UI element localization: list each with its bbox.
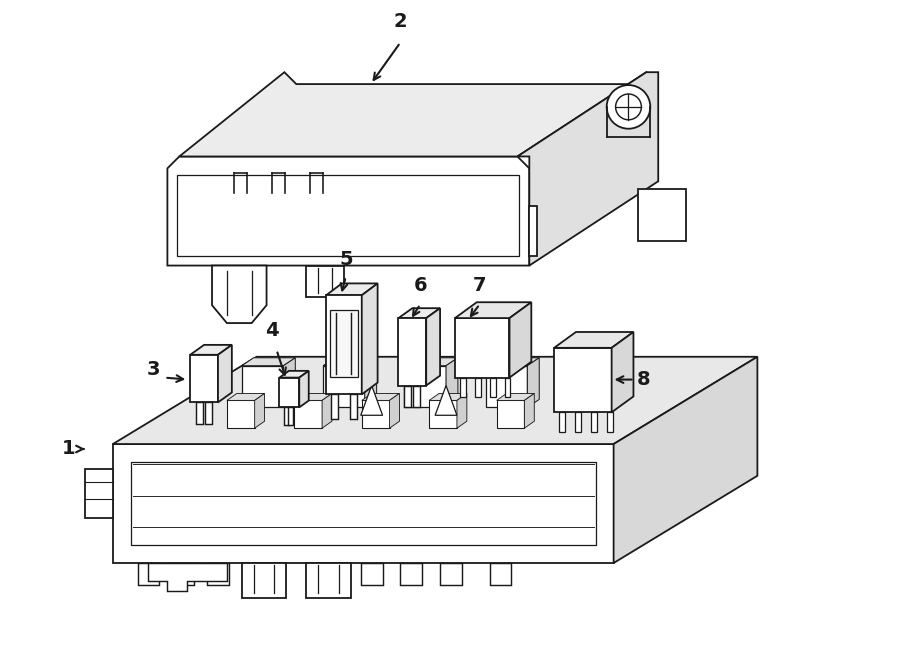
Polygon shape	[326, 284, 378, 295]
Text: 7: 7	[473, 276, 487, 295]
Polygon shape	[322, 393, 332, 428]
Polygon shape	[350, 395, 356, 419]
Polygon shape	[554, 348, 612, 412]
Polygon shape	[306, 563, 351, 598]
Polygon shape	[518, 72, 658, 266]
Polygon shape	[446, 358, 458, 407]
Polygon shape	[242, 358, 295, 366]
Polygon shape	[429, 393, 467, 401]
Polygon shape	[138, 563, 159, 585]
Polygon shape	[362, 401, 390, 428]
Polygon shape	[429, 401, 457, 428]
Polygon shape	[306, 266, 344, 297]
Polygon shape	[440, 563, 462, 585]
Polygon shape	[361, 563, 382, 585]
Polygon shape	[575, 412, 580, 432]
Polygon shape	[404, 385, 411, 407]
Polygon shape	[331, 395, 338, 419]
Polygon shape	[490, 563, 511, 585]
Polygon shape	[455, 302, 531, 318]
Polygon shape	[404, 358, 458, 366]
Polygon shape	[167, 157, 529, 266]
Polygon shape	[112, 357, 758, 444]
Polygon shape	[190, 345, 232, 355]
Polygon shape	[559, 412, 565, 432]
Polygon shape	[130, 462, 596, 545]
Polygon shape	[279, 371, 309, 377]
Polygon shape	[525, 393, 535, 428]
Polygon shape	[400, 563, 422, 585]
Polygon shape	[179, 72, 658, 157]
Polygon shape	[284, 358, 295, 407]
Polygon shape	[362, 284, 378, 395]
Text: 6: 6	[413, 276, 428, 295]
Polygon shape	[527, 358, 539, 407]
Polygon shape	[323, 358, 376, 366]
Polygon shape	[112, 444, 614, 563]
Polygon shape	[323, 366, 364, 407]
Text: 2: 2	[393, 11, 407, 30]
Polygon shape	[242, 563, 286, 598]
Polygon shape	[505, 377, 510, 397]
Polygon shape	[362, 393, 400, 401]
Polygon shape	[455, 318, 509, 377]
Polygon shape	[212, 266, 266, 323]
Polygon shape	[255, 393, 265, 428]
Polygon shape	[300, 371, 309, 407]
Polygon shape	[294, 393, 332, 401]
Polygon shape	[497, 401, 525, 428]
Polygon shape	[399, 308, 440, 318]
Polygon shape	[207, 563, 229, 585]
Polygon shape	[475, 377, 481, 397]
Polygon shape	[638, 189, 686, 241]
Polygon shape	[404, 366, 446, 407]
Polygon shape	[364, 358, 376, 407]
Polygon shape	[497, 393, 535, 401]
Text: 5: 5	[339, 249, 353, 268]
Polygon shape	[529, 206, 537, 256]
Polygon shape	[590, 412, 597, 432]
Polygon shape	[279, 377, 300, 407]
Polygon shape	[457, 393, 467, 428]
Circle shape	[607, 85, 651, 129]
Text: 1: 1	[61, 440, 76, 459]
Polygon shape	[330, 310, 358, 377]
Polygon shape	[294, 401, 322, 428]
Polygon shape	[227, 393, 265, 401]
Polygon shape	[509, 302, 531, 377]
Polygon shape	[326, 295, 362, 395]
Polygon shape	[490, 377, 496, 397]
Polygon shape	[427, 308, 440, 385]
Polygon shape	[148, 563, 227, 591]
Polygon shape	[196, 403, 203, 424]
Polygon shape	[614, 357, 758, 563]
Polygon shape	[435, 385, 457, 415]
Polygon shape	[173, 563, 194, 585]
Circle shape	[616, 94, 642, 120]
Polygon shape	[242, 366, 284, 407]
Polygon shape	[554, 332, 634, 348]
Text: 4: 4	[265, 321, 278, 340]
Polygon shape	[390, 393, 400, 428]
Polygon shape	[399, 318, 427, 385]
Polygon shape	[486, 366, 527, 407]
Polygon shape	[361, 385, 382, 415]
Polygon shape	[177, 175, 519, 256]
Polygon shape	[413, 385, 420, 407]
Polygon shape	[86, 469, 112, 518]
Polygon shape	[218, 345, 232, 403]
Polygon shape	[190, 355, 218, 403]
Polygon shape	[284, 407, 290, 425]
Polygon shape	[205, 403, 212, 424]
Text: 3: 3	[147, 360, 160, 379]
Polygon shape	[612, 332, 634, 412]
Polygon shape	[486, 358, 539, 366]
Text: 8: 8	[636, 370, 650, 389]
Polygon shape	[460, 377, 466, 397]
Polygon shape	[227, 401, 255, 428]
Polygon shape	[288, 407, 293, 425]
Polygon shape	[607, 412, 613, 432]
